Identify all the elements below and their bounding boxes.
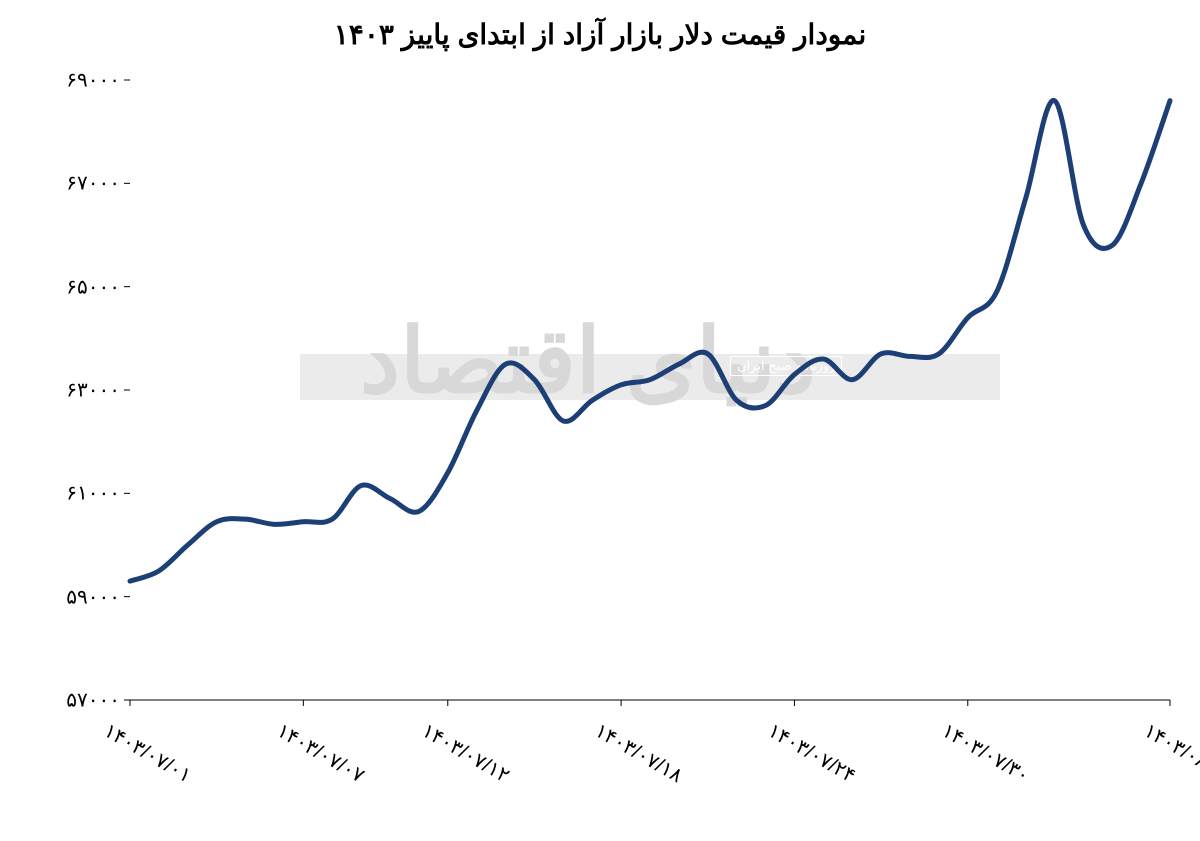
y-tick-marks (124, 80, 130, 700)
y-tick-label: ۶۹۰۰۰ (10, 68, 120, 93)
y-tick-label: ۶۳۰۰۰ (10, 378, 120, 403)
x-tick-label: ۱۴۰۳/۰۷/۳۰ (937, 718, 1034, 788)
y-tick-label: ۵۹۰۰۰ (10, 584, 120, 609)
y-tick-label: ۶۷۰۰۰ (10, 171, 120, 196)
x-tick-label: ۱۴۰۳/۰۷/۰۱ (100, 718, 197, 788)
x-tick-label: ۱۴۰۳/۰۷/۰۷ (273, 718, 370, 788)
data-line (130, 100, 1170, 581)
y-tick-label: ۶۵۰۰۰ (10, 274, 120, 299)
y-tick-label: ۵۷۰۰۰ (10, 688, 120, 713)
y-tick-label: ۶۱۰۰۰ (10, 481, 120, 506)
line-chart-svg (130, 80, 1170, 700)
x-tick-label: ۱۴۰۳/۰۷/۱۲ (417, 718, 514, 788)
x-tick-label: ۱۴۰۳/۰۷/۲۴ (764, 718, 861, 788)
x-tick-marks (130, 700, 1170, 706)
x-tick-label: ۱۴۰۳/۰۷/۱۸ (591, 718, 688, 788)
chart-title: نمودار قیمت دلار بازار آزاد از ابتدای پا… (0, 18, 1200, 51)
chart-container: نمودار قیمت دلار بازار آزاد از ابتدای پا… (0, 0, 1200, 841)
x-tick-label: ۱۴۰۳/۰۸/۰۶ (1140, 718, 1200, 788)
